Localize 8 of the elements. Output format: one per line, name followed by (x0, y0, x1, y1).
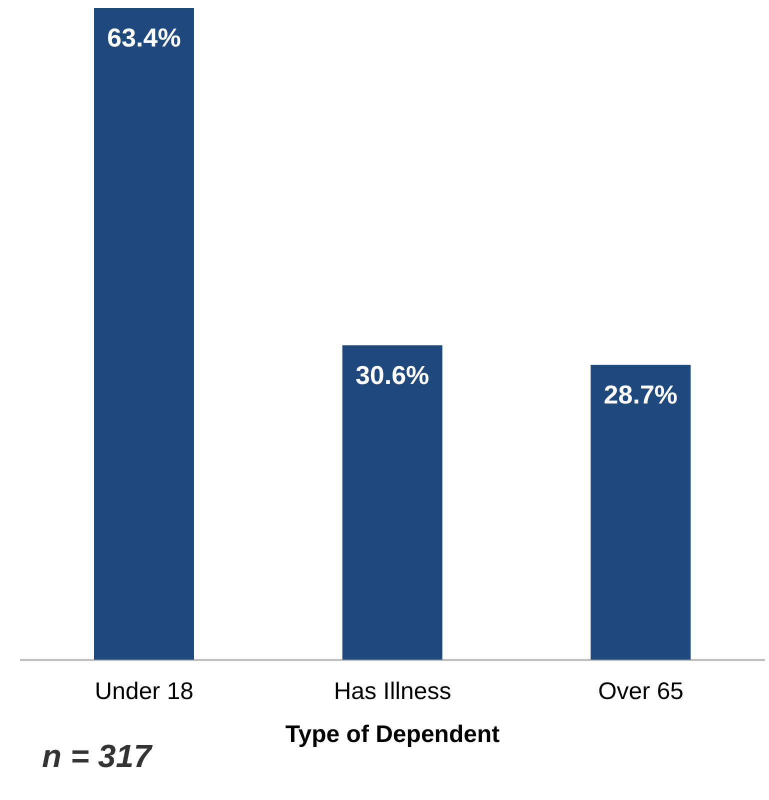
x-tick-label: Under 18 (94, 678, 194, 706)
text: n = 317 (42, 738, 152, 775)
x-tick-label: Over 65 (598, 678, 684, 706)
data-label: 63.4% (107, 22, 181, 52)
x-tick-label: Has Illness (334, 678, 452, 706)
data-label: 30.6% (355, 360, 430, 390)
data-label: 28.7% (604, 379, 678, 410)
x-axis-title: Type of Dependent (285, 721, 500, 748)
